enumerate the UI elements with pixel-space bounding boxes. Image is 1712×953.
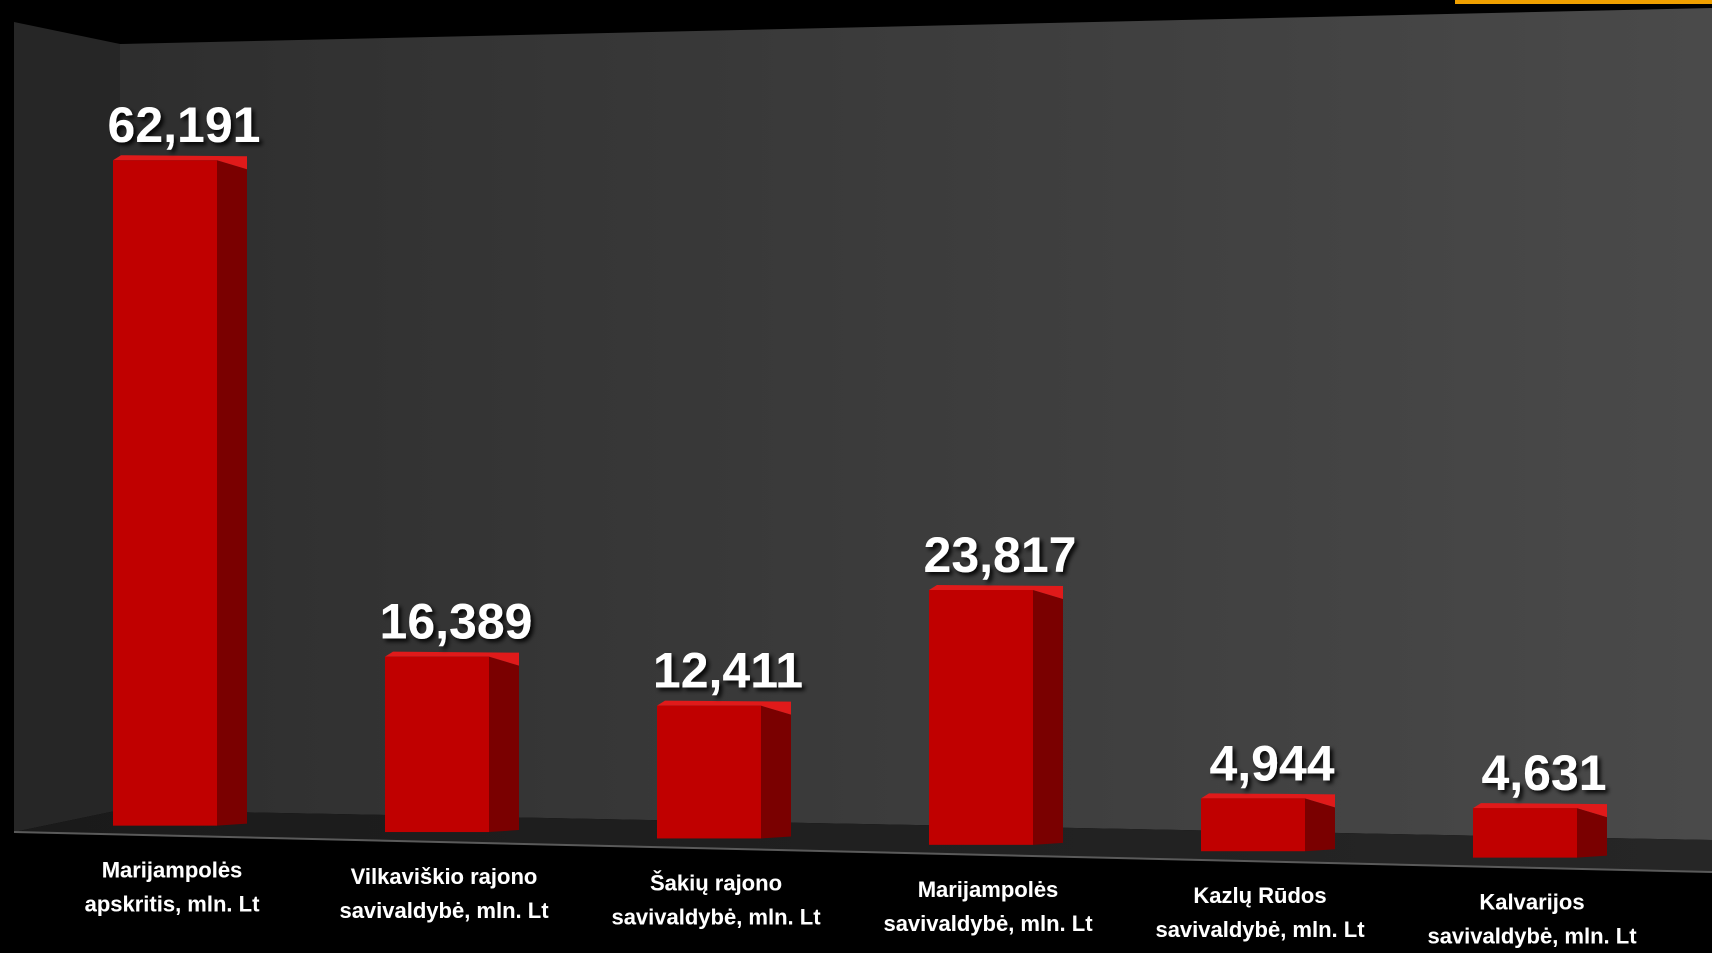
bar-top-face — [657, 700, 791, 715]
bar-top-face — [1201, 793, 1335, 808]
category-label-2-line-1: Vilkaviškio rajono — [351, 864, 538, 889]
bar-4 — [929, 584, 1063, 845]
bar-front-face — [113, 160, 217, 826]
bar-6 — [1473, 803, 1607, 858]
value-label-6: 4,631 — [1481, 745, 1606, 801]
chart-side-wall — [14, 22, 120, 832]
bar-front-face — [929, 589, 1033, 845]
floor-edge — [13, 831, 1712, 873]
value-label-1: 62,191 — [108, 97, 261, 153]
bar-front-face — [657, 705, 761, 839]
category-label-5-line-1: Kazlų Rūdos — [1193, 883, 1326, 908]
bar-1 — [113, 155, 247, 826]
category-label-4-line-1: Marijampolės — [918, 877, 1059, 902]
category-label-1-line-1: Marijampolės — [102, 858, 243, 883]
value-label-2: 16,389 — [380, 594, 533, 650]
category-label-6-line-2: savivaldybė, mln. Lt — [1427, 924, 1637, 949]
bar-side-face — [1577, 808, 1607, 858]
bar-top-face — [929, 584, 1063, 599]
category-label-3-line-1: Šakių rajono — [650, 870, 782, 895]
category-label-5-line-2: savivaldybė, mln. Lt — [1155, 917, 1365, 942]
category-label-1-line-2: apskritis, mln. Lt — [85, 892, 260, 917]
chart-back-wall — [120, 8, 1712, 840]
category-label-4-line-2: savivaldybė, mln. Lt — [883, 911, 1093, 936]
bar-side-face — [489, 656, 519, 833]
value-label-4: 23,817 — [924, 527, 1077, 583]
bar-top-face — [385, 651, 519, 666]
bar-front-face — [1201, 798, 1305, 852]
bar-5 — [1201, 793, 1335, 852]
bar-side-face — [217, 160, 247, 826]
bar-side-face — [1305, 798, 1335, 852]
category-label-6-line-1: Kalvarijos — [1479, 890, 1584, 915]
bar-front-face — [385, 656, 489, 833]
bar-side-face — [761, 705, 791, 839]
bar-side-face — [1033, 589, 1063, 845]
bar-2 — [385, 651, 519, 833]
bar-top-face — [113, 155, 247, 170]
value-label-5: 4,944 — [1209, 735, 1334, 791]
bar-top-face — [1473, 803, 1607, 818]
bar-front-face — [1473, 808, 1577, 858]
category-labels-group: Marijampolės apskritis, mln. Lt Vilkaviški… — [85, 858, 1638, 949]
corner-accent — [1455, 0, 1712, 4]
value-labels-group: 62,191 16,389 12,411 23,817 4,944 4,631 — [108, 97, 1607, 801]
value-label-3: 12,411 — [653, 643, 803, 699]
category-label-2-line-2: savivaldybė, mln. Lt — [339, 898, 549, 923]
bar-3 — [657, 700, 791, 839]
bars-group — [113, 155, 1607, 858]
category-label-3-line-2: savivaldybė, mln. Lt — [611, 904, 821, 929]
